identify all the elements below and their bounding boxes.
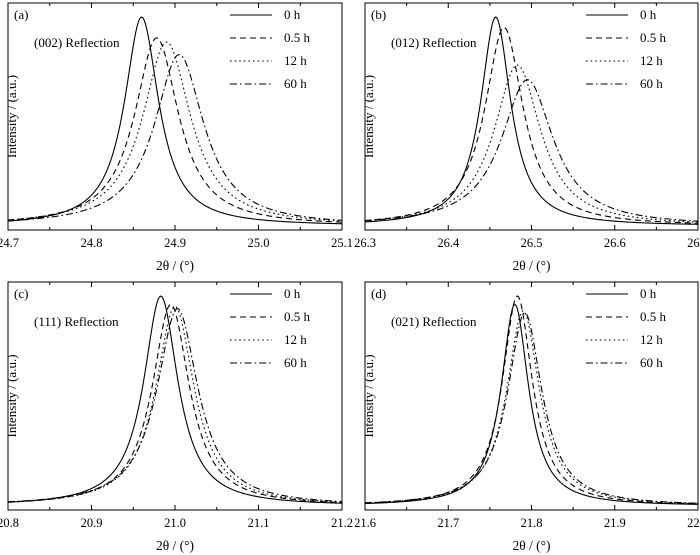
legend-label: 60 h <box>284 355 307 370</box>
x-axis-label: 2θ / (°) <box>156 258 194 273</box>
reflection-annotation: (021) Reflection <box>391 314 477 329</box>
y-axis-label: Intensity / (a.u.) <box>4 75 19 158</box>
y-axis-label: Intensity / (a.u.) <box>4 354 19 437</box>
x-axis-label: 2θ / (°) <box>512 258 550 273</box>
y-axis-label: Intensity / (a.u.) <box>361 75 376 158</box>
legend-label: 0.5 h <box>284 309 311 324</box>
x-tick-label: 26.6 <box>604 236 626 250</box>
x-tick-label: 21.2 <box>331 516 353 530</box>
legend-label: 12 h <box>284 332 307 347</box>
y-axis-label: Intensity / (a.u.) <box>361 354 376 437</box>
chart-panel-1: 24.7 24.8 24.9 25.0 25.1 2θ / (°) Intensity / … <box>0 2 353 273</box>
legend-label: 60 h <box>640 355 663 370</box>
panel-label: (a) <box>14 7 28 22</box>
x-tick-label: 24.8 <box>81 236 103 250</box>
x-tick-label: 21.0 <box>164 516 186 530</box>
x-tick-label: 26.3 <box>354 236 376 250</box>
legend-label: 60 h <box>284 76 307 91</box>
x-tick-label: 21.9 <box>604 516 626 530</box>
legend-label: 0.5 h <box>284 30 311 45</box>
series-line-0-h <box>7 295 343 504</box>
x-tick-label: 26.5 <box>521 236 543 250</box>
series-line-0-h <box>364 303 699 505</box>
series-line-12-h <box>364 64 699 223</box>
chart-panel-4: 21.6 21.7 21.8 21.9 22.0 2θ / (°) Intensity / … <box>354 281 700 553</box>
x-tick-label: 24.9 <box>164 236 186 250</box>
x-tick-label: 26.7 <box>687 236 700 250</box>
series-line-12-h <box>7 305 343 503</box>
x-axis-label: 2θ / (°) <box>156 538 194 553</box>
legend-label: 12 h <box>640 53 663 68</box>
series-line-60-h <box>364 79 699 222</box>
series-line-0-h <box>364 16 699 225</box>
x-tick-label: 24.7 <box>0 236 19 250</box>
legend-label: 12 h <box>284 53 307 68</box>
panel-label: (c) <box>14 286 28 301</box>
legend-label: 12 h <box>640 332 663 347</box>
legend-label: 0 h <box>640 286 657 301</box>
series-line-60-h <box>364 312 699 504</box>
x-tick-label: 26.4 <box>437 236 460 250</box>
legend-label: 0 h <box>284 286 301 301</box>
x-tick-label: 20.8 <box>0 516 19 530</box>
chart-panel-2: 26.3 26.4 26.5 26.6 26.7 2θ / (°) Intensity / … <box>354 2 700 273</box>
x-tick-label: 21.7 <box>437 516 459 530</box>
x-tick-label: 21.6 <box>354 516 376 530</box>
series-line-0-5-h <box>7 37 343 223</box>
series-line-60-h <box>7 308 343 503</box>
legend-label: 0.5 h <box>640 309 667 324</box>
x-tick-label: 21.8 <box>521 516 543 530</box>
legend-label: 60 h <box>640 76 663 91</box>
reflection-annotation: (012) Reflection <box>391 35 477 50</box>
panel-label: (b) <box>371 7 386 22</box>
reflection-annotation: (111) Reflection <box>34 314 119 329</box>
x-tick-label: 25.1 <box>331 236 353 250</box>
x-tick-label: 21.1 <box>248 516 270 530</box>
legend-label: 0.5 h <box>640 30 667 45</box>
x-tick-label: 20.9 <box>81 516 103 530</box>
x-axis-label: 2θ / (°) <box>512 538 550 553</box>
legend-label: 0 h <box>284 7 301 22</box>
legend-label: 0 h <box>640 7 657 22</box>
series-line-60-h <box>7 54 343 222</box>
x-tick-label: 22.0 <box>687 516 700 530</box>
series-line-12-h <box>7 41 343 222</box>
chart-panel-3: 20.8 20.9 21.0 21.1 21.2 2θ / (°) Intensity / … <box>0 281 353 553</box>
reflection-annotation: (002) Reflection <box>34 35 120 50</box>
x-tick-label: 25.0 <box>248 236 270 250</box>
panel-label: (d) <box>371 286 386 301</box>
